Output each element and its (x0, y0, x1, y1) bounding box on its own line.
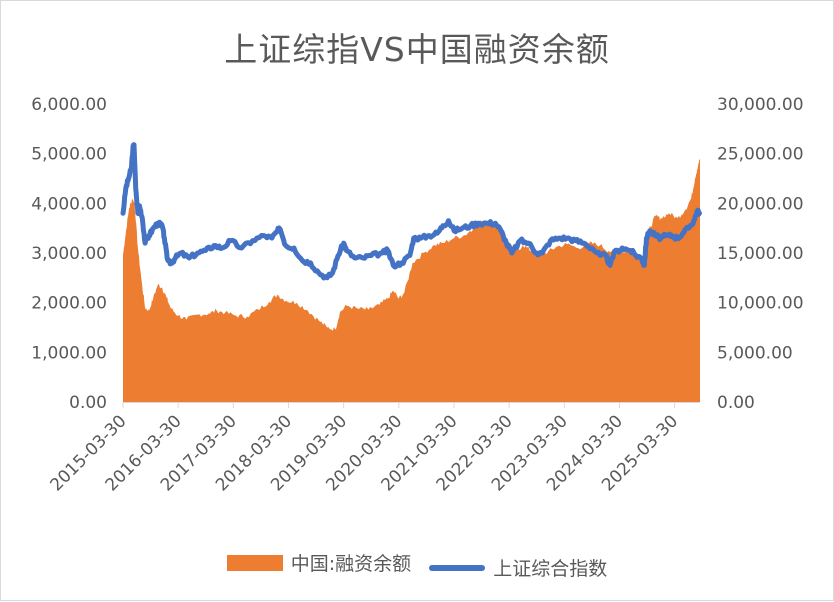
left-axis-tick-label: 4,000.00 (31, 194, 107, 214)
series-line-sse-index (120, 142, 702, 281)
left-axis-tick-label: 1,000.00 (31, 343, 107, 363)
right-axis-tick-label: 15,000.00 (717, 244, 804, 264)
right-axis-tick-label: 0.00 (717, 393, 755, 413)
legend-line-swatch (429, 564, 486, 571)
right-axis-tick-label: 10,000.00 (717, 294, 804, 314)
series-area-margin-balance (123, 158, 700, 402)
right-axis-tick-label: 25,000.00 (717, 145, 804, 165)
left-axis-tick-label: 0.00 (69, 393, 107, 413)
line-layer (120, 142, 702, 281)
legend-label-margin-balance: 中国:融资余额 (290, 553, 412, 575)
legend: 中国:融资余额 上证综合指数 (1, 549, 833, 581)
x-axis-ticks: 2015-03-302016-03-302017-03-302018-03-30… (47, 402, 682, 495)
left-axis-tick-label: 5,000.00 (31, 145, 107, 165)
legend-item-sse-index: 上证综合指数 (429, 554, 607, 581)
left-axis-ticks: 0.00 1,000.00 2,000.00 3,000.00 4,000.00 5,00… (31, 95, 107, 413)
legend-item-margin-balance: 中国:融资余额 (226, 549, 412, 576)
right-axis-tick-label: 20,000.00 (717, 194, 804, 214)
chart-title: 上证综指VS中国融资余额 (224, 30, 610, 69)
legend-area-swatch (226, 554, 283, 571)
area-layer (123, 158, 700, 402)
right-axis-ticks: 0.00 5,000.00 10,000.00 15,000.00 20,000.00 2… (717, 95, 804, 413)
left-axis-tick-label: 6,000.00 (31, 95, 107, 115)
right-axis-tick-label: 5,000.00 (717, 343, 793, 363)
left-axis-tick-label: 3,000.00 (31, 244, 107, 264)
legend-label-sse-index: 上证综合指数 (493, 558, 608, 580)
right-axis-tick-label: 30,000.00 (717, 95, 804, 115)
left-axis-tick-label: 2,000.00 (31, 294, 107, 314)
